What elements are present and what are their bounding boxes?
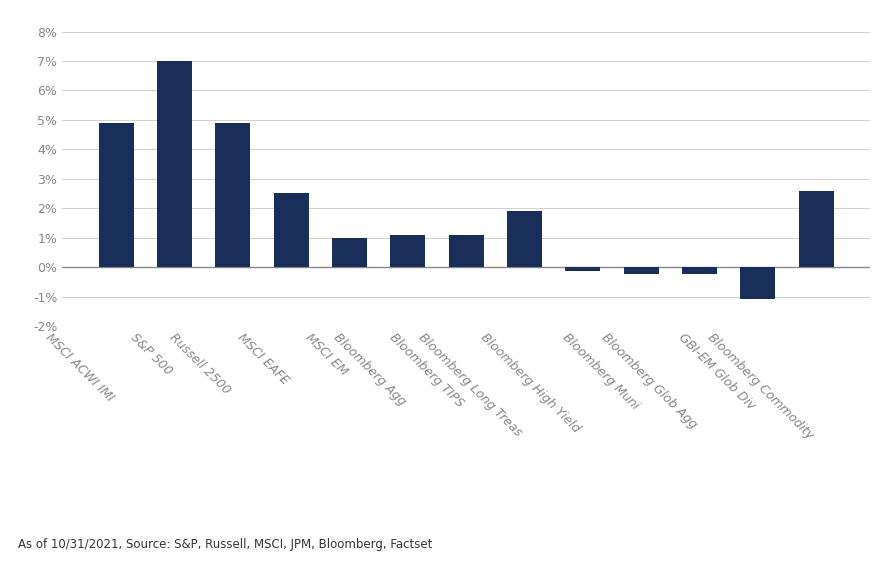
Bar <box>99 123 134 267</box>
Bar <box>682 267 717 274</box>
Bar <box>391 235 425 267</box>
Bar <box>566 267 600 271</box>
Bar <box>157 61 192 267</box>
Bar <box>623 267 659 274</box>
Bar <box>332 238 367 267</box>
Bar <box>216 123 250 267</box>
Bar <box>448 235 484 267</box>
Bar <box>798 191 834 267</box>
Bar <box>507 211 542 267</box>
Bar <box>741 267 775 300</box>
Text: As of 10/31/2021, Source: S&P, Russell, MSCI, JPM, Bloomberg, Factset: As of 10/31/2021, Source: S&P, Russell, … <box>18 538 432 551</box>
Bar <box>274 193 309 267</box>
